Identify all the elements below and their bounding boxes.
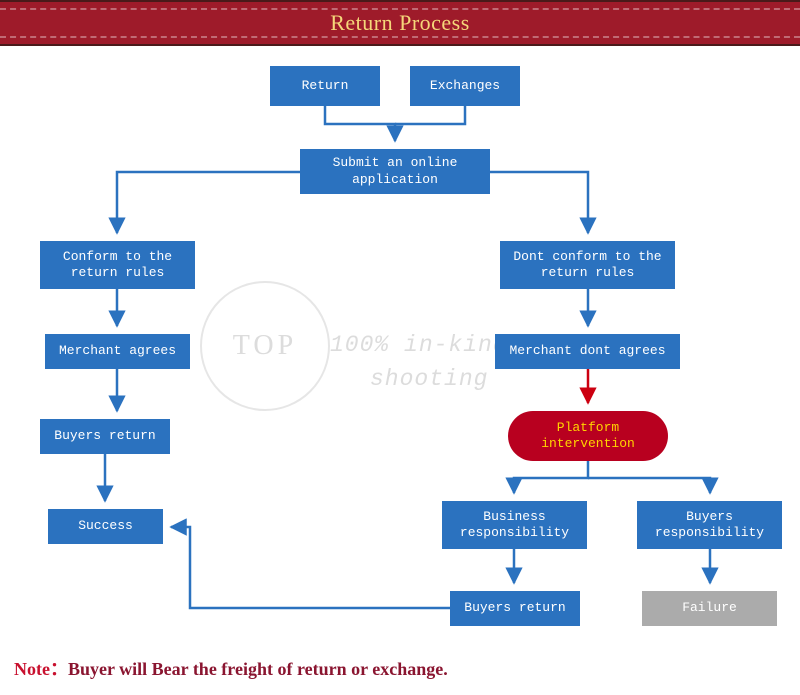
header-banner: Return Process	[0, 0, 800, 46]
watermark-circle-label: TOP	[233, 330, 297, 362]
footer-note: Note：Buyer will Bear the freight of retu…	[14, 655, 448, 681]
watermark-line1: 100% in-kind	[330, 332, 508, 358]
node-buy_ret_r: Buyers return	[450, 591, 580, 626]
watermark-line2: shooting	[370, 366, 488, 392]
node-failure: Failure	[642, 591, 777, 626]
note-body: Buyer will Bear the freight of return or…	[68, 659, 448, 679]
page-title: Return Process	[330, 10, 470, 36]
node-success: Success	[48, 509, 163, 544]
edge-exchanges-submit	[395, 106, 465, 124]
banner-stitch-bottom	[0, 36, 800, 38]
node-biz_resp: Business responsibility	[442, 501, 587, 549]
node-buy_ret_l: Buyers return	[40, 419, 170, 454]
node-nonconform: Dont conform to the return rules	[500, 241, 675, 289]
edge-platform-buy_resp	[588, 478, 710, 493]
edge-buy_ret_r-success	[171, 527, 450, 608]
node-m_agree: Merchant agrees	[45, 334, 190, 369]
edge-submit-nonconform	[490, 172, 588, 233]
watermark-circle: TOP	[200, 281, 330, 411]
edge-submit-conform	[117, 172, 300, 233]
node-return: Return	[270, 66, 380, 106]
node-buy_resp: Buyers responsibility	[637, 501, 782, 549]
note-label: Note：	[14, 659, 68, 679]
node-platform: Platform intervention	[508, 411, 668, 461]
edge-platform-biz_resp	[514, 461, 588, 493]
node-m_disagree: Merchant dont agrees	[495, 334, 680, 369]
edge-return-submit	[325, 106, 395, 141]
flowchart-canvas: TOP 100% in-kind shooting Return Exchange…	[0, 46, 800, 695]
node-submit: Submit an online application	[300, 149, 490, 194]
node-conform: Conform to the return rules	[40, 241, 195, 289]
node-exchanges: Exchanges	[410, 66, 520, 106]
